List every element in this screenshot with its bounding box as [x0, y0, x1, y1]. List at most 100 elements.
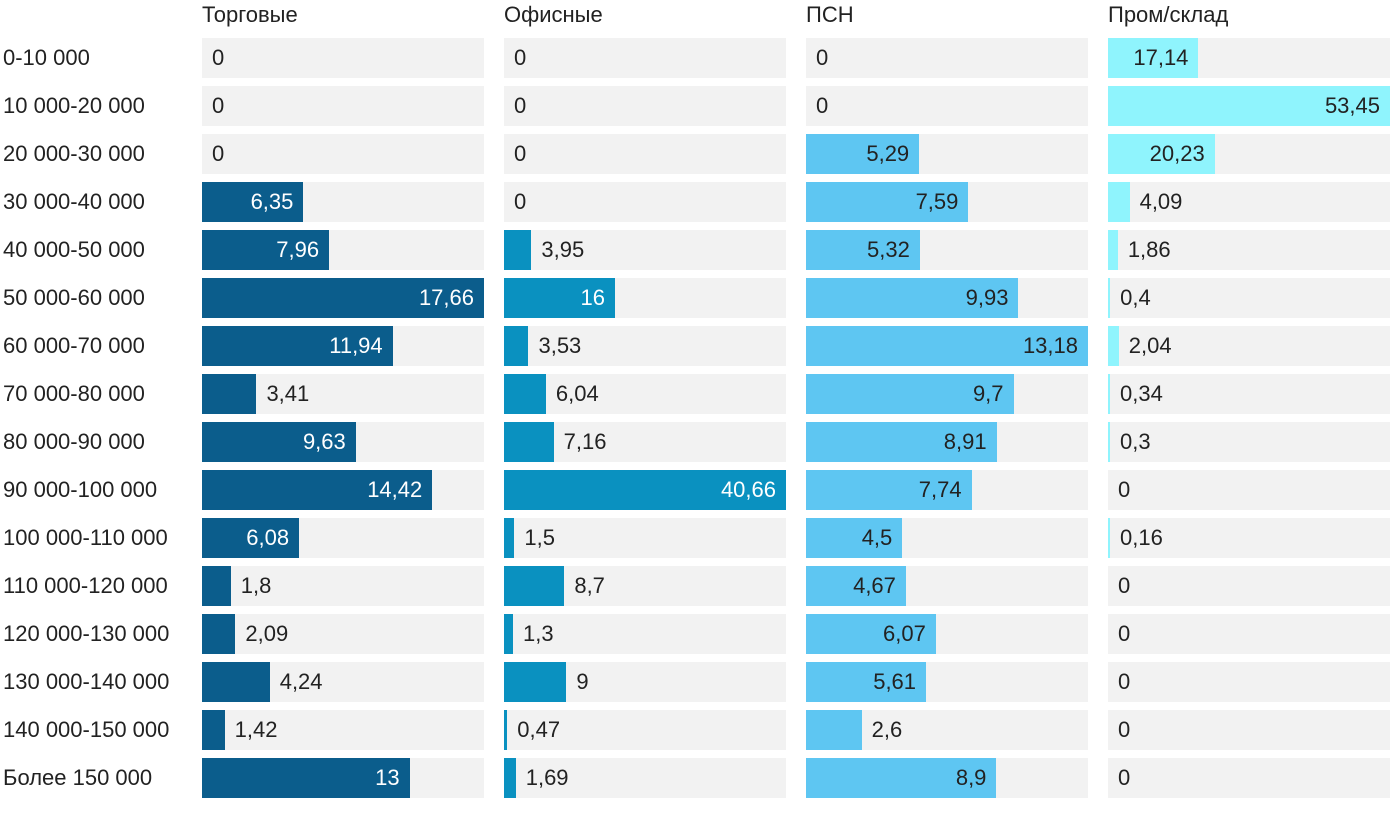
bar: [806, 566, 906, 606]
bar-track: [202, 614, 484, 654]
bar: [806, 710, 862, 750]
data-label: 6,07: [883, 621, 926, 646]
bar: [202, 710, 225, 750]
bar: [806, 278, 1019, 318]
data-label: 17,14: [1133, 45, 1189, 70]
bar-track: [504, 758, 786, 798]
data-label: 0: [1118, 765, 1131, 790]
bar: [202, 662, 270, 702]
bar-track: [1108, 278, 1390, 318]
data-label: 11,94: [329, 333, 383, 358]
bar-track: [202, 134, 484, 174]
data-label: 0,4: [1120, 285, 1151, 310]
bar: [1108, 278, 1111, 318]
data-label: 3,95: [541, 237, 585, 262]
bar: [806, 422, 997, 462]
data-label: 1,8: [240, 573, 272, 598]
category-label: 110 000-120 000: [3, 573, 168, 598]
bar: [806, 518, 903, 558]
bar-track: [1108, 710, 1390, 750]
bar: [202, 470, 433, 510]
category-label: 20 000-30 000: [3, 141, 145, 166]
data-label: 6,04: [555, 381, 599, 406]
data-label: 0,3: [1120, 429, 1151, 454]
data-label: 5,61: [873, 669, 917, 694]
data-label: 2,09: [245, 621, 289, 646]
bar-track: [1108, 326, 1390, 366]
category-label: 40 000-50 000: [3, 237, 145, 262]
data-label: 7,16: [563, 429, 607, 454]
bar-track: [1108, 662, 1390, 702]
category-label: 100 000-110 000: [3, 525, 168, 550]
data-label: 9: [576, 669, 589, 694]
data-label: 0: [1118, 477, 1131, 502]
bar: [1108, 230, 1118, 270]
bar: [504, 374, 546, 414]
bar-track: [504, 38, 786, 78]
bar-track: [202, 38, 484, 78]
bar-track: [1108, 374, 1390, 414]
bar: [1108, 134, 1215, 174]
bar-track: [504, 134, 786, 174]
data-label: 1,3: [523, 621, 554, 646]
series-header: ПСН: [806, 2, 854, 27]
bar: [1108, 38, 1199, 78]
bar: [806, 470, 972, 510]
category-label: 10 000-20 000: [3, 93, 145, 118]
bar-track: [504, 326, 786, 366]
data-label: 8,9: [955, 765, 987, 790]
category-label: 140 000-150 000: [3, 717, 170, 742]
bar: [1108, 518, 1110, 558]
data-label: 0: [816, 45, 829, 70]
bar: [504, 758, 516, 798]
bar-track: [1108, 470, 1390, 510]
category-label: 60 000-70 000: [3, 333, 145, 358]
bar: [1108, 374, 1110, 414]
category-label: 130 000-140 000: [3, 669, 170, 694]
category-label: Более 150 000: [3, 765, 153, 790]
data-label: 9,93: [965, 285, 1009, 310]
data-label: 5,32: [866, 237, 910, 262]
bar-track: [202, 566, 484, 606]
series-header: Офисные: [504, 2, 603, 27]
bar: [1108, 422, 1110, 462]
bar: [806, 134, 920, 174]
bar-track: [504, 182, 786, 222]
data-label: 53,45: [1324, 93, 1380, 118]
data-label: 3,41: [266, 381, 310, 406]
category-label: 70 000-80 000: [3, 381, 145, 406]
bar-track: [504, 86, 786, 126]
data-label: 13: [375, 765, 400, 790]
data-label: 1,69: [525, 765, 569, 790]
data-label: 6,35: [250, 189, 294, 214]
bar-track: [202, 86, 484, 126]
data-label: 9,63: [302, 429, 346, 454]
bar: [504, 422, 554, 462]
bar: [202, 566, 231, 606]
data-label: 6,08: [246, 525, 290, 550]
bar: [504, 470, 786, 510]
data-label: 0,34: [1120, 381, 1163, 406]
bar-track: [202, 710, 484, 750]
bar: [504, 278, 615, 318]
data-label: 8,91: [943, 429, 987, 454]
data-label: 0: [1118, 573, 1131, 598]
category-label: 90 000-100 000: [3, 477, 158, 502]
bar-track: [1108, 518, 1390, 558]
bar-track: [1108, 566, 1390, 606]
data-label: 4,5: [861, 525, 893, 550]
data-label: 8,7: [574, 573, 605, 598]
bar: [806, 614, 936, 654]
bar: [202, 758, 410, 798]
bar: [202, 278, 484, 318]
bar-track: [504, 614, 786, 654]
bar: [806, 326, 1088, 366]
data-label: 4,24: [279, 669, 323, 694]
data-label: 3,53: [538, 333, 582, 358]
bar: [1108, 182, 1130, 222]
series-header: Торговые: [202, 2, 298, 27]
data-label: 0: [1118, 717, 1131, 742]
bar: [504, 230, 532, 270]
bar-track: [504, 710, 786, 750]
bar: [504, 566, 565, 606]
